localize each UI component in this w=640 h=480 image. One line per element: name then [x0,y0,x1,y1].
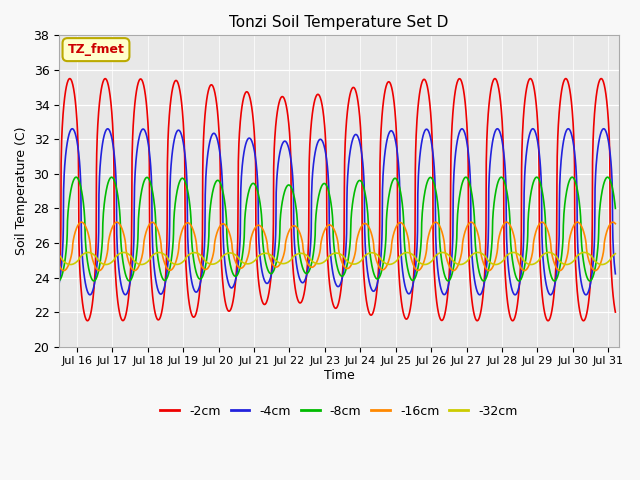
-8cm [612,205,620,211]
-2cm [55,277,63,283]
-8cm [596,209,604,215]
-8cm [493,182,501,188]
-2cm [326,281,333,287]
-32cm [527,262,535,267]
Text: TZ_fmet: TZ_fmet [68,43,124,56]
-32cm [493,262,501,267]
-4cm [612,271,620,276]
-8cm [311,237,319,243]
Title: Tonzi Soil Temperature Set D: Tonzi Soil Temperature Set D [229,15,449,30]
Line: -4cm: -4cm [59,129,616,295]
-32cm [580,250,588,255]
-2cm [597,76,605,82]
-32cm [55,252,63,258]
-16cm [612,221,620,227]
-2cm [311,97,319,103]
-4cm [547,292,554,298]
-16cm [55,263,63,268]
Line: -2cm: -2cm [59,79,616,321]
-2cm [544,318,552,324]
-32cm [311,260,319,266]
-16cm [595,264,603,269]
-8cm [550,278,558,284]
-8cm [55,278,63,284]
-4cm [84,289,92,295]
-32cm [596,261,604,267]
-4cm [596,135,604,141]
-16cm [311,263,319,268]
-16cm [556,268,564,274]
-32cm [84,250,92,255]
-16cm [493,249,501,255]
-2cm [84,318,92,324]
Line: -32cm: -32cm [59,252,616,264]
-16cm [84,228,92,234]
-32cm [596,261,604,267]
-2cm [612,309,620,315]
-8cm [604,174,611,180]
Legend: -2cm, -4cm, -8cm, -16cm, -32cm: -2cm, -4cm, -8cm, -16cm, -32cm [156,400,523,423]
Line: -8cm: -8cm [59,177,616,281]
-2cm [595,78,603,84]
-4cm [493,126,501,132]
-16cm [326,222,333,228]
-16cm [596,263,604,269]
-8cm [84,259,92,264]
-32cm [326,253,333,259]
-4cm [55,280,63,286]
Y-axis label: Soil Temperature (C): Soil Temperature (C) [15,127,28,255]
-4cm [311,151,319,157]
-16cm [609,219,617,225]
-32cm [612,251,620,257]
-4cm [326,237,333,242]
-4cm [595,137,603,143]
-8cm [595,212,603,218]
-2cm [493,79,501,85]
-2cm [596,78,604,84]
X-axis label: Time: Time [324,369,355,382]
-8cm [326,192,333,198]
Line: -16cm: -16cm [59,222,616,271]
-4cm [600,126,607,132]
